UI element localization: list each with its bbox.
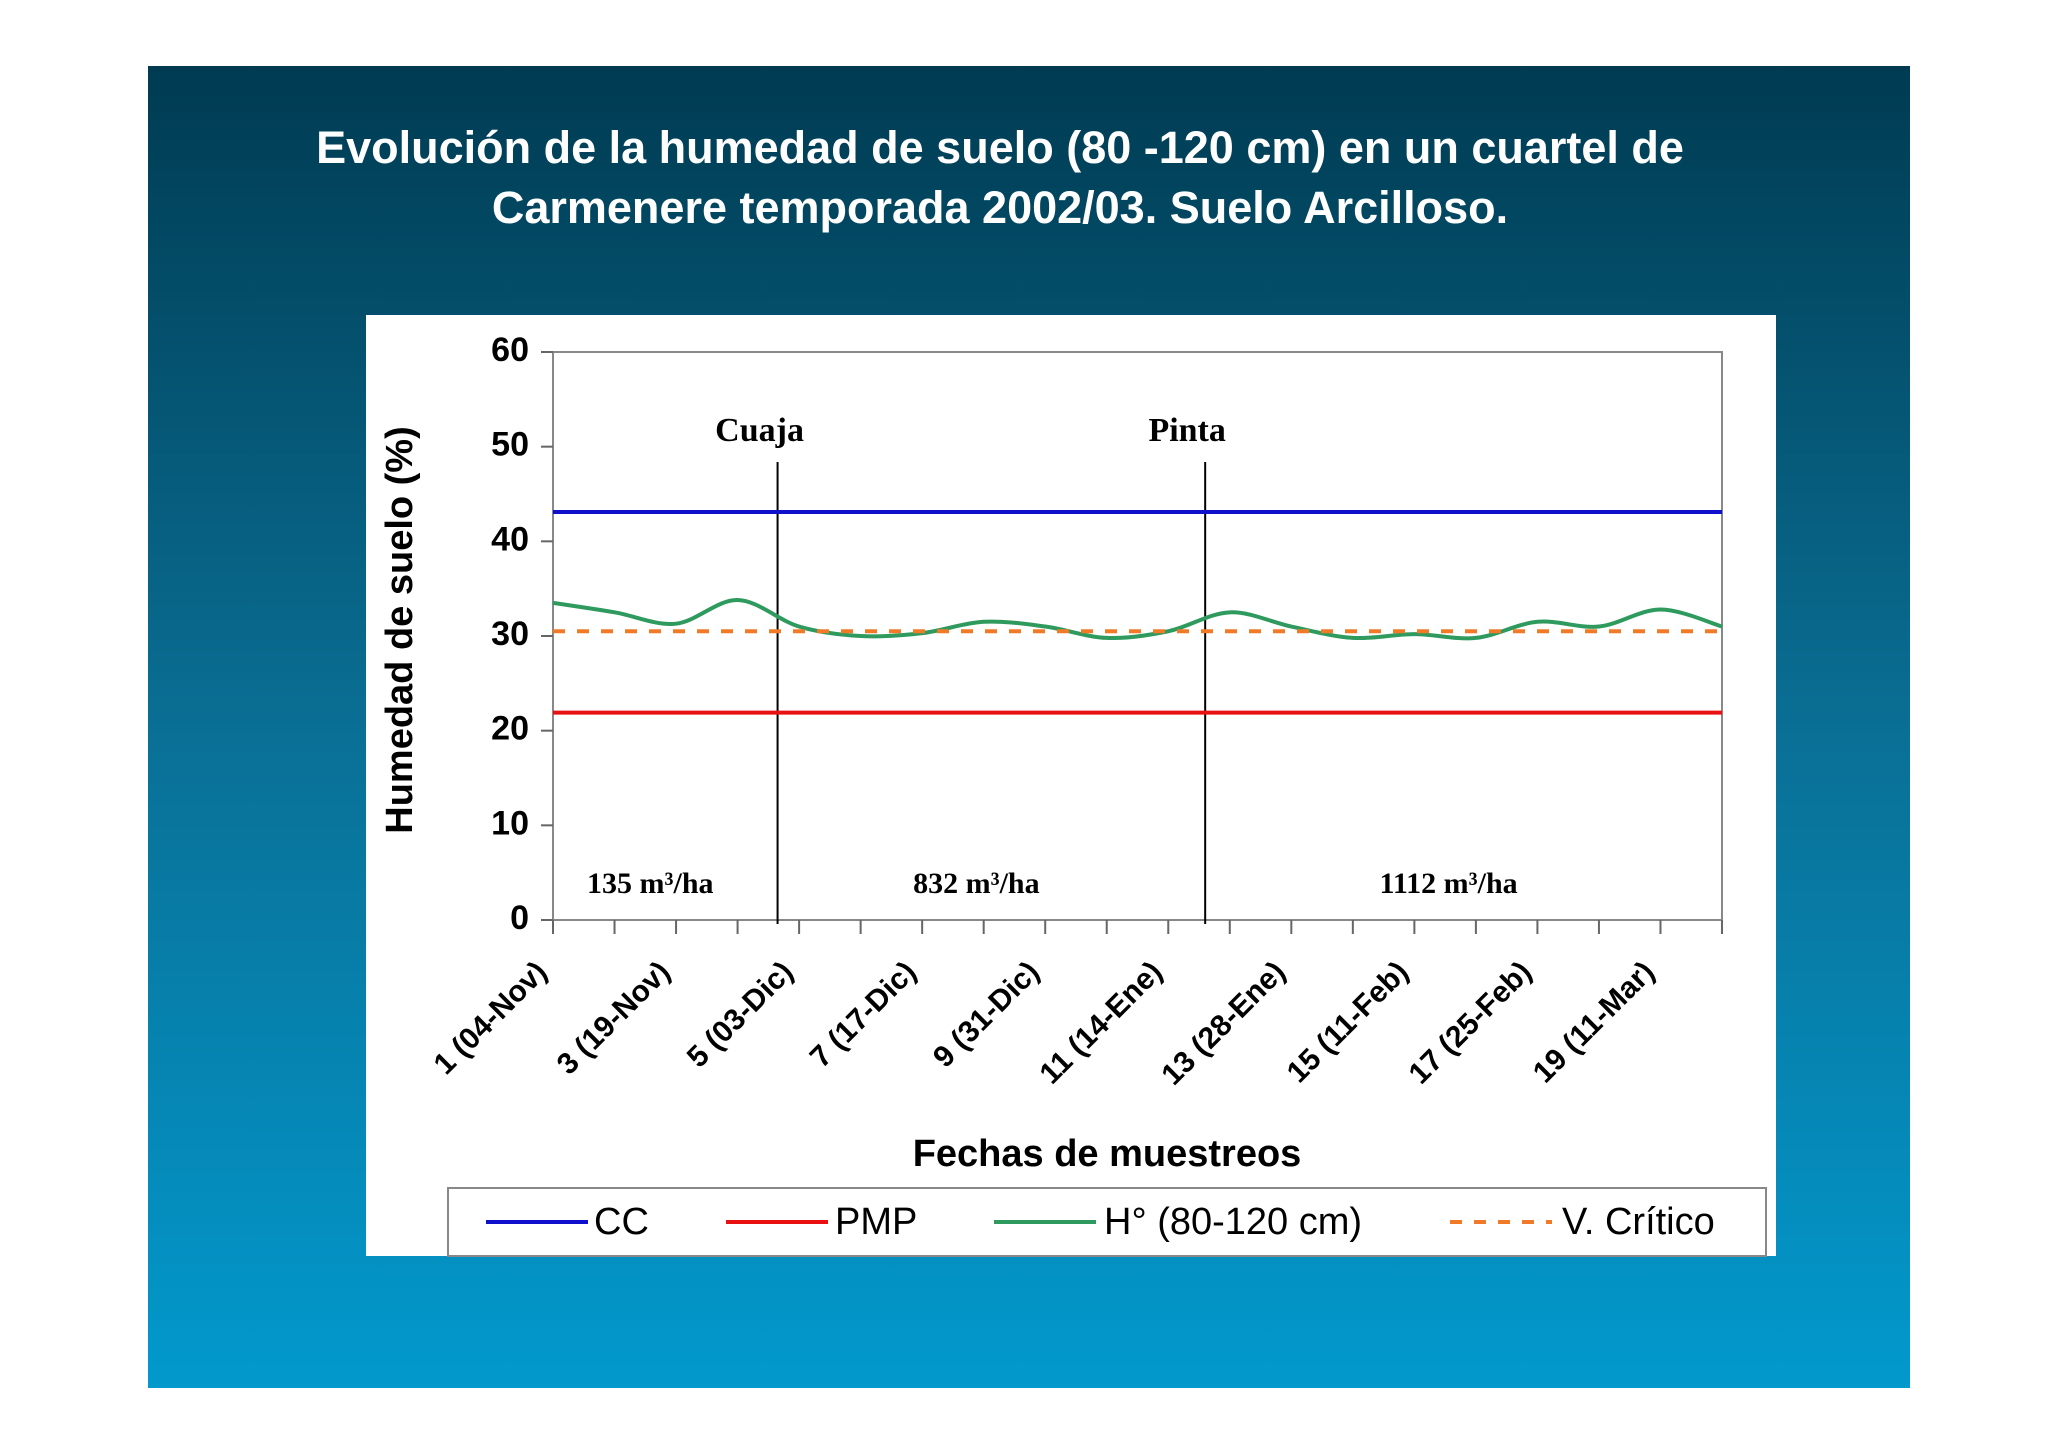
legend-box	[447, 1187, 1767, 1257]
legend-label: V. Crítico	[1562, 1201, 1715, 1243]
chart-title: Evolución de la humedad de suelo (80 -12…	[316, 122, 1684, 233]
x-axis-title: Fechas de muestreos	[913, 1133, 1302, 1175]
annotation-label: Pinta	[1148, 412, 1225, 449]
legend-label: CC	[594, 1201, 649, 1243]
chart-area	[366, 315, 1776, 1256]
region-label: 135 m³/ha	[587, 867, 714, 900]
y-tick-label: 0	[510, 899, 529, 937]
legend-label: PMP	[835, 1201, 917, 1243]
legend-label: H° (80-120 cm)	[1104, 1201, 1362, 1243]
y-tick-label: 50	[491, 426, 529, 464]
y-tick-label: 10	[491, 804, 529, 842]
y-tick-label: 30	[491, 615, 529, 653]
y-tick-label: 40	[491, 520, 529, 558]
annotation-label: Cuaja	[715, 412, 804, 449]
y-axis-title: Humedad de suelo (%)	[379, 426, 421, 834]
region-label: 1112 m³/ha	[1379, 867, 1517, 900]
y-tick-label: 20	[491, 710, 529, 748]
y-tick-label: 60	[491, 331, 529, 369]
region-label: 832 m³/ha	[913, 867, 1040, 900]
data-line	[552, 598, 1723, 641]
